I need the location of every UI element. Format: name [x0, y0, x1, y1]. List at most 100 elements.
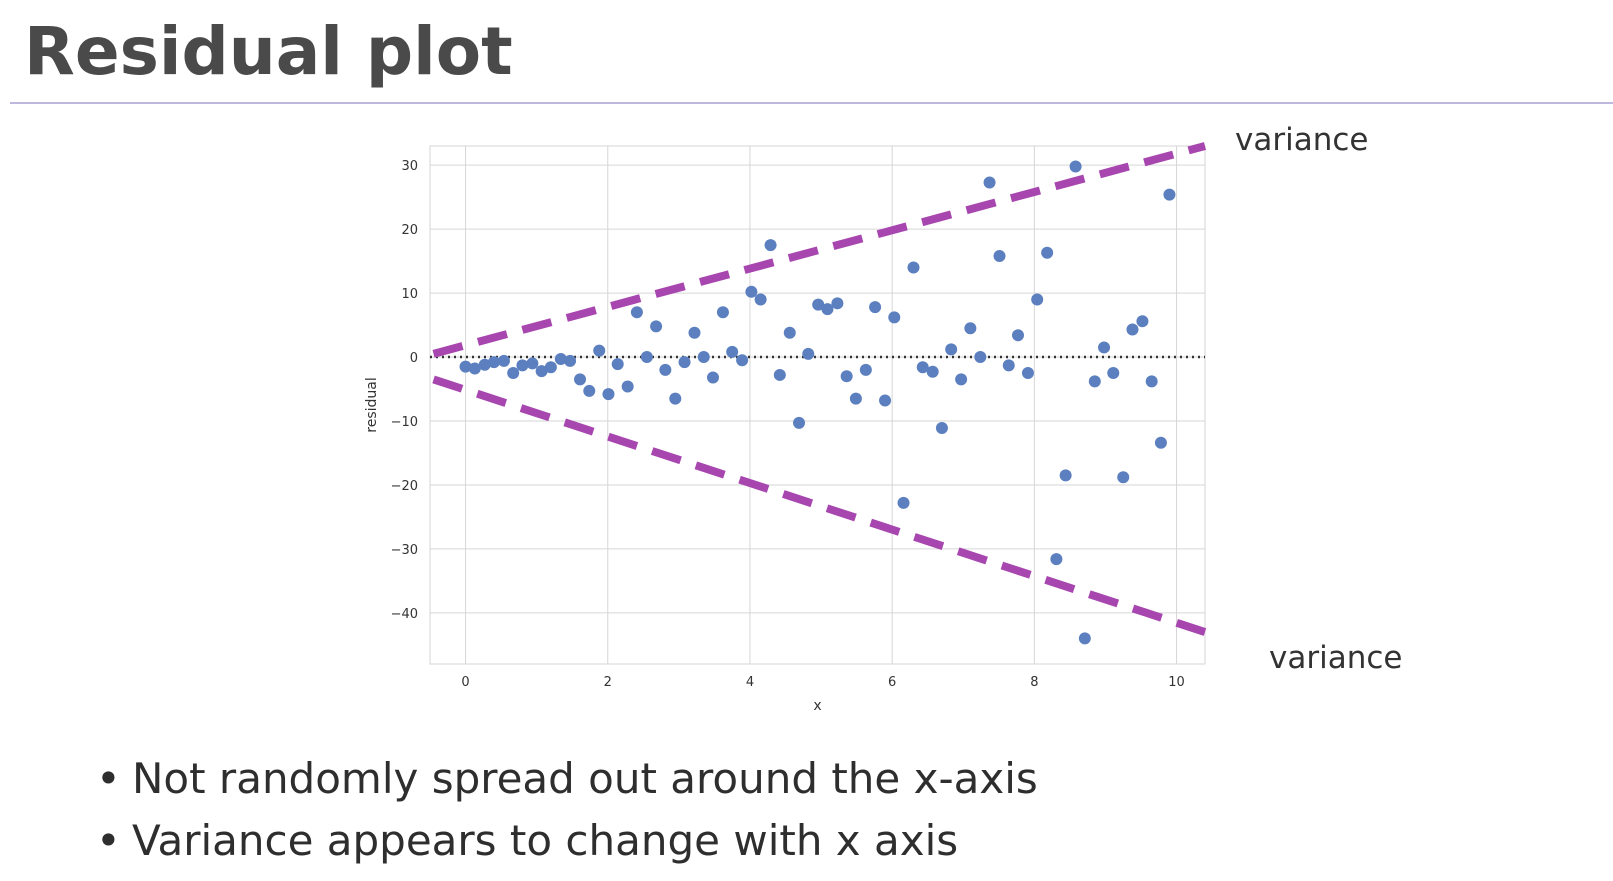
residual-point: [993, 249, 1006, 262]
residual-point: [678, 356, 691, 369]
residual-point: [630, 306, 643, 319]
residual-point: [812, 298, 825, 311]
residual-point: [554, 352, 567, 365]
residual-point: [754, 293, 767, 306]
residual-point: [745, 285, 758, 298]
x-tick-label: 8: [1030, 675, 1038, 690]
variance-annotations: variance variance: [432, 122, 1402, 676]
residual-point: [602, 388, 615, 401]
residual-point: [688, 326, 701, 339]
residual-point: [831, 297, 844, 310]
residual-point: [945, 343, 958, 356]
plot-area: [429, 145, 1206, 665]
residual-point: [802, 347, 815, 360]
residual-point: [535, 365, 548, 378]
x-tick-label: 2: [604, 675, 612, 690]
residual-point: [916, 361, 929, 374]
residual-point: [611, 358, 624, 371]
residual-point: [926, 365, 939, 378]
y-tick-label: −40: [391, 607, 418, 622]
residual-point: [497, 354, 510, 367]
residual-point: [697, 351, 710, 364]
y-tick-label: −20: [391, 479, 418, 494]
bullet-dot: •: [96, 754, 121, 803]
residual-point: [516, 359, 529, 372]
bullet-item: • Variance appears to change with x axis: [96, 810, 1038, 872]
residual-point: [1098, 341, 1111, 354]
residual-point: [1088, 375, 1101, 388]
residual-point: [1154, 436, 1167, 449]
residual-point: [1002, 359, 1015, 372]
residual-point: [783, 326, 796, 339]
x-tick-label: 4: [746, 675, 754, 690]
residual-point: [478, 358, 491, 371]
residual-point: [640, 351, 653, 364]
residual-point: [1126, 323, 1139, 336]
residual-point: [583, 384, 596, 397]
bullet-item: • Not randomly spread out around the x-ax…: [96, 748, 1038, 810]
x-axis-label: x: [813, 698, 821, 714]
residual-point: [1069, 160, 1082, 173]
residual-point: [526, 357, 539, 370]
bullet-dot: •: [96, 816, 121, 865]
residual-point: [726, 345, 739, 358]
residual-point: [650, 320, 663, 333]
y-tick-label: −30: [391, 543, 418, 558]
x-tick-label: 10: [1168, 675, 1185, 690]
residual-point: [821, 303, 834, 316]
residual-point: [544, 361, 557, 374]
residual-points: [459, 160, 1176, 645]
title-divider: [10, 102, 1613, 104]
residual-point: [659, 363, 672, 376]
residual-point: [669, 392, 682, 405]
residual-point: [1031, 293, 1044, 306]
residual-point: [706, 371, 719, 384]
residual-point: [736, 354, 749, 367]
residual-point: [840, 370, 853, 383]
residual-point: [983, 176, 996, 189]
residual-point: [487, 356, 500, 369]
residual-point: [593, 344, 606, 357]
residual-point: [1145, 375, 1158, 388]
residual-point: [849, 392, 862, 405]
residual-point: [507, 367, 520, 380]
residual-point: [1078, 632, 1091, 645]
residual-point: [859, 363, 872, 376]
y-tick-label: 30: [401, 159, 418, 174]
residual-point: [888, 311, 901, 324]
residual-point: [716, 306, 729, 319]
tick-labels: 0 2 4 6 8 10 30 20 10 0 −10 −20 −30 −40: [391, 159, 1185, 690]
residual-point: [459, 360, 472, 373]
residual-point: [955, 373, 968, 386]
variance-dashed-line: [432, 142, 1207, 358]
y-axis-label: residual: [364, 377, 380, 432]
x-tick-label: 0: [461, 675, 469, 690]
residual-point: [773, 368, 786, 381]
residual-point: [879, 394, 892, 407]
bullet-list: • Not randomly spread out around the x-ax…: [96, 748, 1038, 872]
residual-point: [897, 496, 910, 509]
residual-point: [1012, 329, 1025, 342]
residual-point: [564, 354, 577, 367]
residual-point: [1163, 188, 1176, 201]
residual-point: [1021, 367, 1034, 380]
bullet-text: Variance appears to change with x axis: [132, 816, 959, 865]
residual-point: [468, 362, 481, 375]
residual-point: [869, 301, 882, 314]
residual-point: [1136, 315, 1149, 328]
residual-point: [1050, 553, 1063, 566]
y-tick-label: 20: [401, 223, 418, 238]
x-tick-label: 6: [888, 675, 896, 690]
residual-point: [1117, 471, 1130, 484]
residual-point: [793, 416, 806, 429]
residual-point: [907, 261, 920, 274]
residual-point: [621, 380, 634, 393]
y-tick-label: 0: [410, 351, 418, 366]
residual-point: [574, 373, 587, 386]
residual-point: [1059, 469, 1072, 482]
residual-point: [964, 322, 977, 335]
variance-label: variance: [1235, 122, 1368, 158]
slide-title: Residual plot: [24, 13, 513, 90]
residual-point: [764, 239, 777, 252]
